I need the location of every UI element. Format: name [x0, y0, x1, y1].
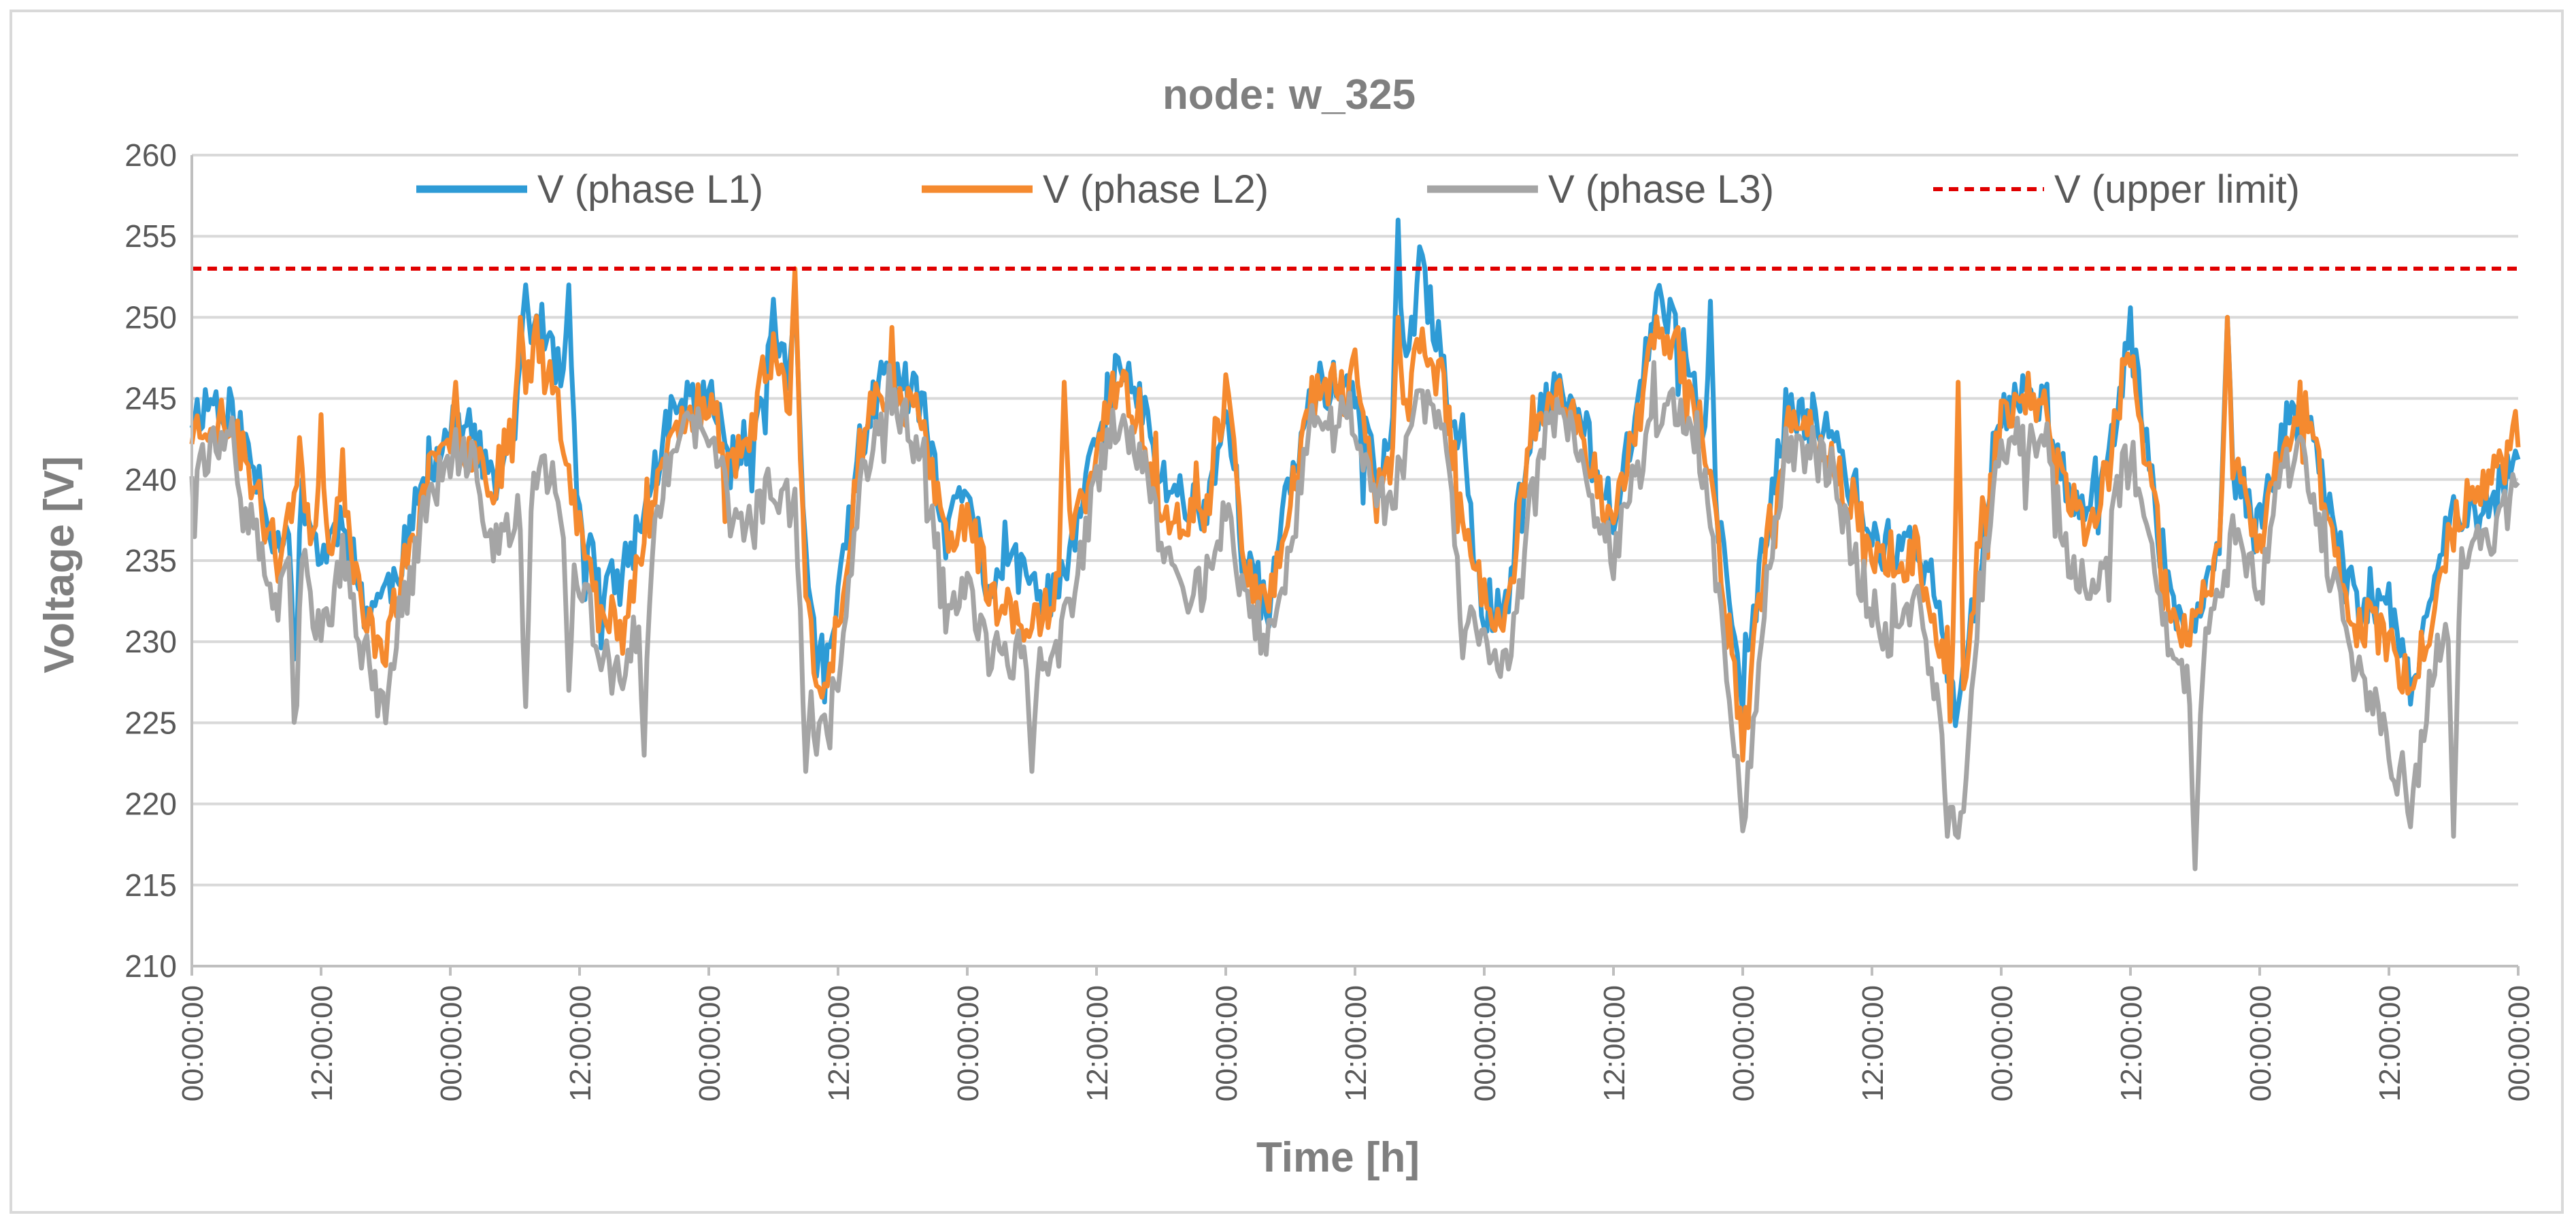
x-tick-label: 12:00:00: [1339, 985, 1373, 1101]
y-tick-label: 260: [124, 137, 177, 173]
y-tick-label: 235: [124, 543, 177, 578]
series-line-1: [189, 217, 2521, 729]
legend-item-upper-limit: V (upper limit): [1933, 167, 2300, 212]
legend-label-l1: V (phase L1): [537, 167, 763, 212]
x-tick-label: 12:00:00: [2373, 985, 2407, 1101]
y-tick-label: 220: [124, 786, 177, 822]
legend-item-l2: V (phase L2): [922, 167, 1269, 212]
x-tick-label: 00:00:00: [176, 985, 210, 1101]
x-tick-label: 00:00:00: [1986, 985, 2019, 1101]
x-tick-label: 00:00:00: [1210, 985, 1243, 1101]
series-lines: [189, 217, 2521, 872]
series-line-2: [189, 266, 2521, 763]
y-tick-label: 255: [124, 218, 177, 254]
series-line-3: [189, 360, 2520, 872]
x-tick-label: 00:00:00: [435, 985, 468, 1101]
legend-item-l1: V (phase L1): [416, 167, 763, 212]
legend-label-l3: V (phase L3): [1548, 167, 1774, 212]
chart-frame: [10, 10, 2564, 1214]
x-tick-label: 12:00:00: [822, 985, 856, 1101]
x-tick-label: 00:00:00: [2503, 985, 2536, 1101]
legend-label-upper-limit: V (upper limit): [2054, 167, 2300, 212]
x-axis-title: Time [h]: [1256, 1134, 1420, 1181]
y-axis-title: Voltage [V]: [36, 456, 83, 673]
axes: 210 215 220 225 230 235 240 245 250 255 260 00:00:0…: [124, 137, 2536, 1101]
x-tick-label: 00:00:00: [1469, 985, 1502, 1101]
y-tick-label: 250: [124, 299, 177, 335]
y-tick-label: 240: [124, 462, 177, 497]
x-tick-label: 12:00:00: [1856, 985, 1890, 1101]
y-tick-label: 215: [124, 867, 177, 903]
x-tick-label: 00:00:00: [693, 985, 726, 1101]
legend-item-l3: V (phase L3): [1427, 167, 1774, 212]
chart-title: node: w_325: [1162, 71, 1416, 118]
legend: V (phase L1) V (phase L2) V (phase L3) V…: [416, 167, 2300, 212]
gridlines: [192, 154, 2518, 887]
x-tick-label: 12:00:00: [1598, 985, 1631, 1101]
y-tick-label: 225: [124, 705, 177, 740]
legend-label-l2: V (phase L2): [1043, 167, 1269, 212]
y-tick-label: 230: [124, 624, 177, 659]
x-tick-label: 12:00:00: [564, 985, 597, 1101]
x-tick-label: 12:00:00: [1081, 985, 1114, 1101]
x-tick-label: 12:00:00: [2115, 985, 2148, 1101]
x-tick-label: 00:00:00: [1727, 985, 1760, 1101]
y-tick-label: 245: [124, 381, 177, 416]
x-tick-label: 00:00:00: [2244, 985, 2277, 1101]
y-tick-label: 210: [124, 948, 177, 984]
x-tick-label: 12:00:00: [305, 985, 339, 1101]
x-tick-label: 00:00:00: [952, 985, 985, 1101]
